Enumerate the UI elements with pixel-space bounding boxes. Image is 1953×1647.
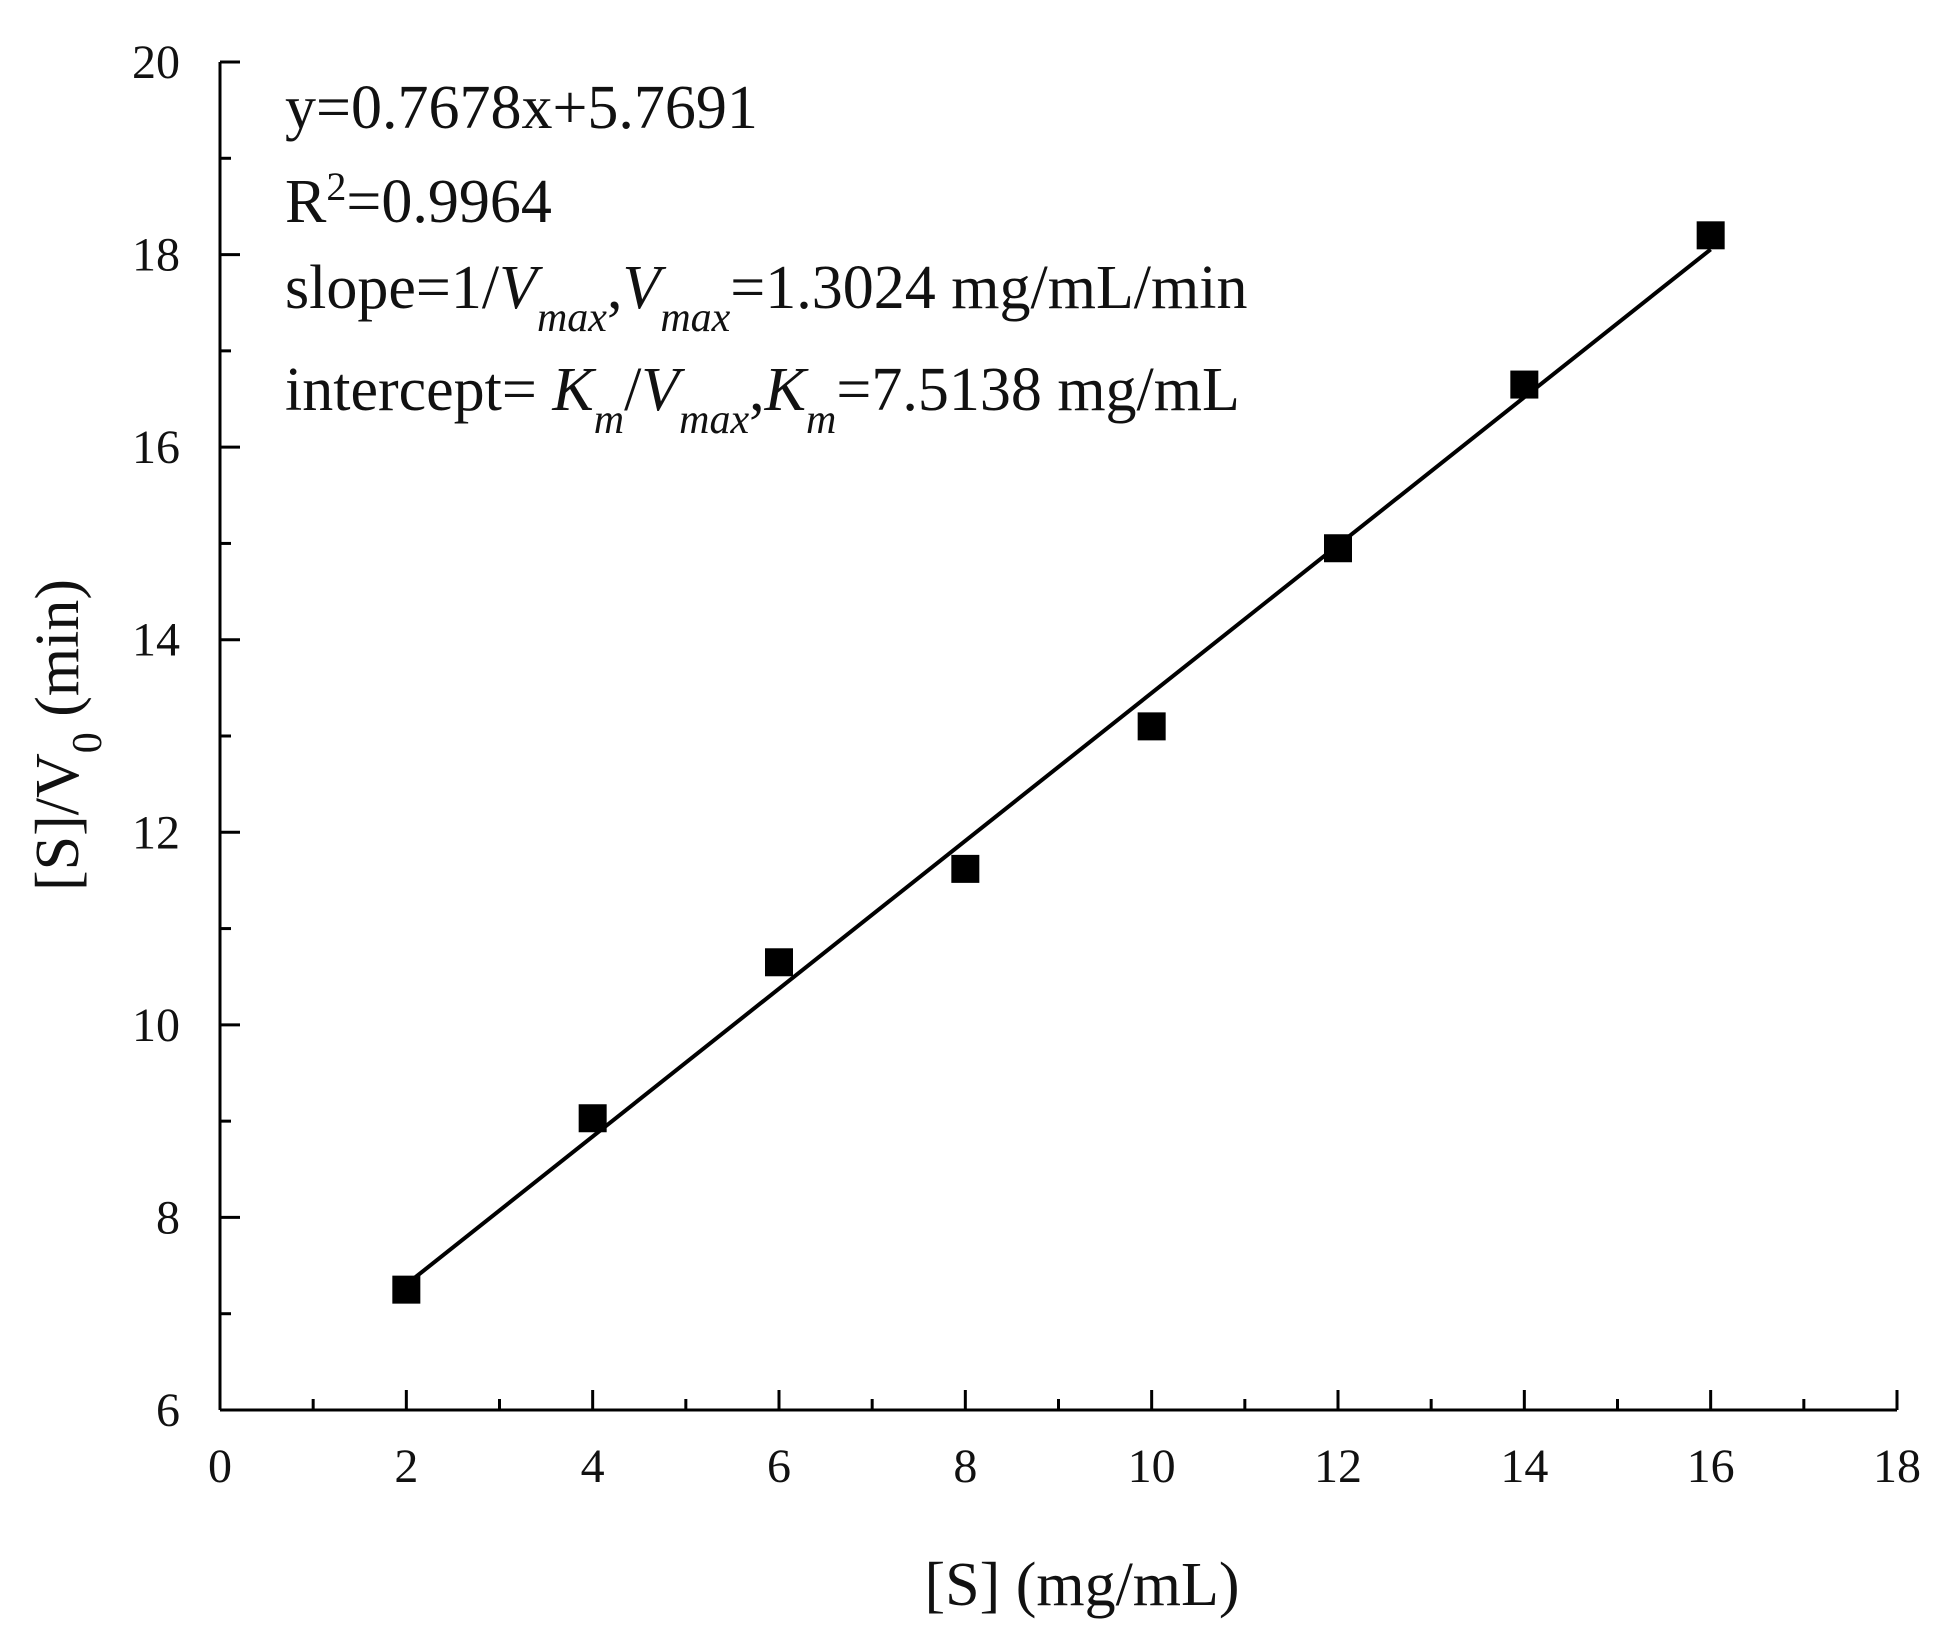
- slope-text: slope=1/Vmax,Vmax=1.3024 mg/mL/min: [285, 254, 1248, 341]
- y-tick-label: 20: [132, 36, 180, 89]
- y-tick-label: 10: [132, 999, 180, 1052]
- y-tick-label: 16: [132, 421, 180, 474]
- data-points: [392, 221, 1725, 1304]
- x-tick-label: 12: [1314, 1440, 1362, 1493]
- x-tick-label: 8: [953, 1440, 977, 1493]
- data-point: [1696, 221, 1725, 250]
- data-point: [1324, 534, 1352, 563]
- x-tick-label: 4: [581, 1440, 605, 1493]
- data-point: [578, 1104, 607, 1133]
- data-point: [765, 948, 793, 977]
- y-tick-label: 6: [156, 1384, 180, 1437]
- intercept-text: intercept= Km/Vmax,Km=7.5138 mg/mL: [285, 356, 1240, 443]
- equation-text: y=0.7678x+5.7691: [285, 74, 758, 142]
- data-point: [951, 854, 980, 883]
- x-tick-label: 14: [1500, 1440, 1548, 1493]
- y-axis-title: [S]/V0 (min): [24, 579, 111, 891]
- data-point: [1510, 370, 1539, 399]
- fit-annotation: y=0.7678x+5.7691 R2=0.9964 slope=1/Vmax,…: [285, 74, 1248, 443]
- data-point: [1137, 712, 1166, 741]
- fit-line-group: [405, 247, 1712, 1286]
- y-tick-label: 14: [132, 614, 180, 667]
- x-tick-label: 0: [208, 1440, 232, 1493]
- x-axis-title: [S] (mg/mL): [924, 1551, 1239, 1619]
- x-tick-label: 2: [394, 1440, 418, 1493]
- data-point: [392, 1275, 421, 1304]
- y-tick-label: 18: [132, 229, 180, 282]
- x-tick-label: 16: [1687, 1440, 1735, 1493]
- ticks: 0 2 4 6 8 10 12 14 16 18 6 8 10 12 14 16 18 20: [132, 36, 1921, 1493]
- x-tick-label: 6: [767, 1440, 791, 1493]
- y-tick-label: 8: [156, 1191, 180, 1244]
- x-tick-label: 10: [1128, 1440, 1176, 1493]
- r-squared-text: R2=0.9964: [285, 164, 552, 237]
- x-tick-label: 18: [1873, 1440, 1921, 1493]
- y-tick-label: 12: [132, 806, 180, 859]
- fit-line: [405, 247, 1712, 1286]
